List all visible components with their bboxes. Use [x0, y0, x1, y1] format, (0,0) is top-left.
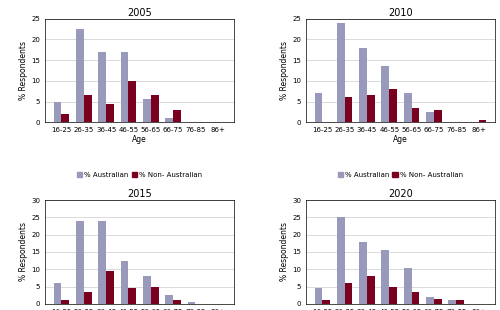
Bar [165, 295, 173, 304]
Title: 2005: 2005 [127, 8, 152, 18]
Bar [62, 300, 69, 304]
Y-axis label: % Respondents: % Respondents [20, 223, 28, 281]
Bar [390, 286, 397, 304]
Bar [173, 300, 181, 304]
Bar [314, 93, 322, 122]
Title: 2015: 2015 [127, 189, 152, 199]
Legend: % Australian, % Non- Australian: % Australian, % Non- Australian [335, 169, 466, 181]
Bar [344, 283, 352, 304]
Bar [412, 108, 420, 122]
Y-axis label: % Respondents: % Respondents [280, 223, 289, 281]
Bar [150, 286, 158, 304]
Y-axis label: % Respondents: % Respondents [280, 41, 289, 100]
Bar [404, 93, 411, 122]
Bar [84, 95, 92, 122]
Bar [128, 81, 136, 122]
Legend: % Australian, % Non- Australian: % Australian, % Non- Australian [74, 169, 205, 181]
Bar [382, 66, 390, 122]
Bar [128, 288, 136, 304]
Bar [359, 48, 367, 122]
Bar [426, 112, 434, 122]
Bar [143, 276, 150, 304]
Bar [106, 271, 114, 304]
Bar [120, 52, 128, 122]
Bar [106, 104, 114, 122]
Bar [404, 268, 411, 304]
Title: 2010: 2010 [388, 8, 413, 18]
Bar [62, 114, 69, 122]
Title: 2020: 2020 [388, 189, 413, 199]
Bar [337, 23, 344, 122]
Bar [382, 250, 390, 304]
Bar [173, 110, 181, 122]
Bar [390, 89, 397, 122]
Bar [314, 288, 322, 304]
Bar [367, 95, 375, 122]
Bar [54, 283, 62, 304]
Bar [54, 102, 62, 122]
Bar [478, 120, 486, 122]
Bar [434, 110, 442, 122]
Bar [150, 95, 158, 122]
Bar [434, 299, 442, 304]
Bar [188, 302, 196, 304]
Bar [426, 297, 434, 304]
Bar [98, 221, 106, 304]
Bar [84, 292, 92, 304]
Bar [120, 261, 128, 304]
Y-axis label: % Respondents: % Respondents [20, 41, 28, 100]
Bar [448, 300, 456, 304]
Bar [165, 118, 173, 122]
Bar [367, 276, 375, 304]
Bar [143, 100, 150, 122]
Bar [412, 292, 420, 304]
Bar [456, 300, 464, 304]
Bar [76, 29, 84, 122]
Bar [322, 300, 330, 304]
Bar [76, 221, 84, 304]
X-axis label: Age: Age [393, 135, 408, 144]
Bar [98, 52, 106, 122]
Bar [359, 241, 367, 304]
Bar [344, 97, 352, 122]
Bar [337, 217, 344, 304]
X-axis label: Age: Age [132, 135, 147, 144]
